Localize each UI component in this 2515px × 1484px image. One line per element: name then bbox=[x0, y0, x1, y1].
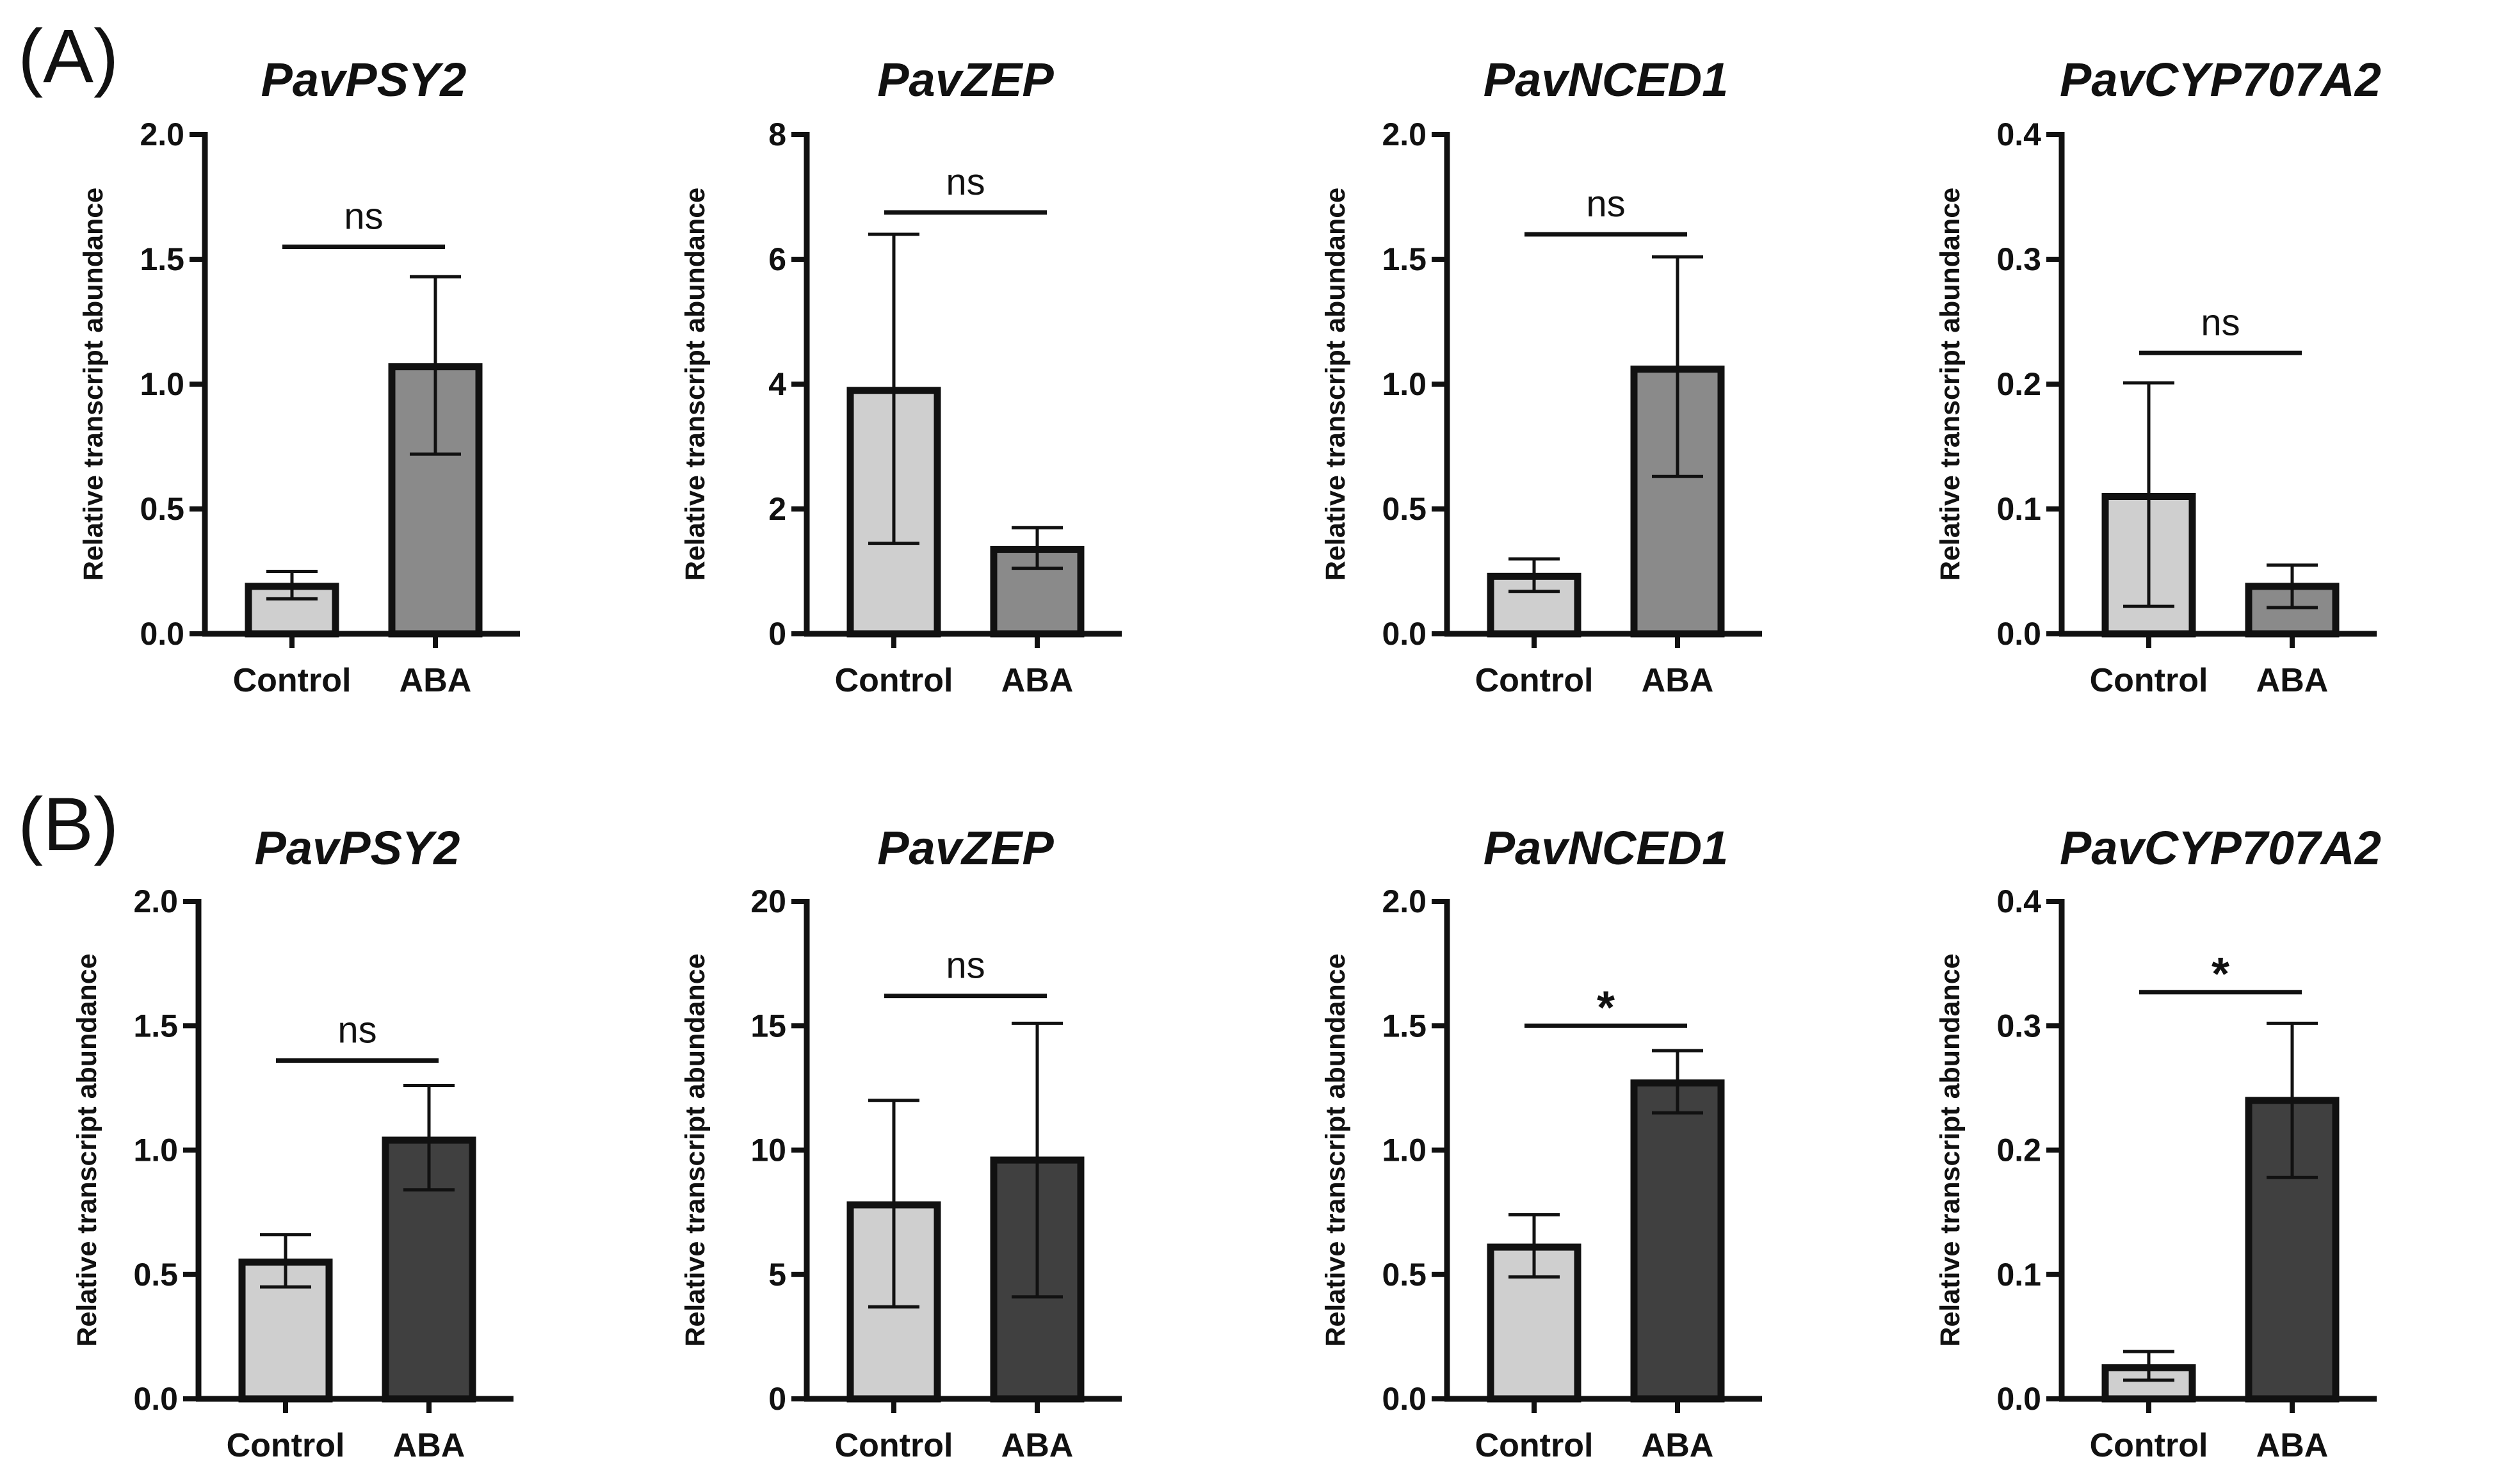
chart-b2-group: PavZEP Relative transcript abundance 0 5 10 1… bbox=[680, 821, 1122, 1464]
chart-a2-y-tick-label: 4 bbox=[768, 366, 786, 402]
chart-b1-group: PavPSY2 Relative transcript abundance 0.0 0… bbox=[72, 821, 514, 1464]
chart-b3-y-tick-label: 1.0 bbox=[1382, 1133, 1427, 1168]
chart-a3-title: PavNCED1 bbox=[1484, 53, 1729, 106]
panel-label-b: (B) bbox=[18, 782, 118, 867]
chart-a1-x-tick-label-aba: ABA bbox=[400, 662, 472, 699]
chart-a4-y-tick-label: 0.2 bbox=[1996, 366, 2041, 402]
chart-a4-y-tick-label: 0.1 bbox=[1996, 491, 2041, 527]
chart-b3-y-tick-label: 0.0 bbox=[1382, 1381, 1427, 1417]
chart-a1-significance-label: ns bbox=[344, 196, 383, 238]
chart-b2-y-tick-label: 5 bbox=[768, 1257, 786, 1293]
chart-a4-y-tick-label: 0.4 bbox=[1996, 117, 2041, 152]
chart-b2-significance-label: ns bbox=[946, 945, 985, 987]
chart-a3-group: PavNCED1 Relative transcript abundance 0.0… bbox=[1320, 53, 1762, 699]
chart-a1-y-tick-label: 0.5 bbox=[140, 491, 184, 527]
charts-layer: PavPSY2 Relative transcript abundance 0.0 0… bbox=[72, 53, 2381, 1464]
chart-a2-y-tick-label: 2 bbox=[768, 491, 786, 527]
chart-b1-y-tick-label: 0.5 bbox=[133, 1257, 178, 1293]
chart-a4-y-tick-label: 0.3 bbox=[1996, 241, 2041, 277]
chart-a1-y-tick-label: 1.0 bbox=[140, 366, 184, 402]
chart-a1-group: PavPSY2 Relative transcript abundance 0.0 0… bbox=[78, 53, 520, 699]
chart-b4-y-tick-label: 0.4 bbox=[1996, 883, 2041, 919]
chart-a2-title: PavZEP bbox=[877, 53, 1054, 106]
chart-a2-group: PavZEP Relative transcript abundance 0 2 4 6 8… bbox=[680, 53, 1122, 699]
chart-b3-x-tick-label-control: Control bbox=[1475, 1427, 1594, 1464]
chart-b2-y-tick-label: 15 bbox=[750, 1008, 786, 1044]
chart-a1-y-tick-label: 2.0 bbox=[140, 117, 184, 152]
chart-b1-y-tick-label: 0.0 bbox=[133, 1381, 178, 1417]
chart-b1-title: PavPSY2 bbox=[255, 821, 460, 875]
chart-b4-y-tick-label: 0.0 bbox=[1996, 1381, 2041, 1417]
chart-b3-x-tick-label-aba: ABA bbox=[1642, 1427, 1714, 1464]
chart-a1-y-tick-label: 1.5 bbox=[140, 241, 184, 277]
chart-a3-significance-label: ns bbox=[1586, 183, 1625, 225]
chart-b1-x-tick-label-control: Control bbox=[227, 1427, 345, 1464]
chart-a2-significance-label: ns bbox=[946, 161, 985, 203]
chart-a1-y-axis-label: Relative transcript abundance bbox=[78, 188, 109, 581]
chart-b1-y-axis-label: Relative transcript abundance bbox=[72, 953, 102, 1346]
chart-b2-x-tick-label-control: Control bbox=[835, 1427, 953, 1464]
chart-a4-x-tick-label-control: Control bbox=[2090, 662, 2208, 699]
chart-b3-y-tick-label: 1.5 bbox=[1382, 1008, 1427, 1044]
chart-b3-y-tick-label: 2.0 bbox=[1382, 883, 1427, 919]
chart-b4-x-tick-label-aba: ABA bbox=[2256, 1427, 2329, 1464]
chart-a1-title: PavPSY2 bbox=[261, 53, 467, 106]
chart-b2-x-tick-label-aba: ABA bbox=[1001, 1427, 1074, 1464]
chart-a2-y-tick-label: 0 bbox=[768, 616, 786, 652]
chart-a3-y-tick-label: 2.0 bbox=[1382, 117, 1427, 152]
panel-label-a: (A) bbox=[18, 14, 118, 99]
chart-a3-x-tick-label-control: Control bbox=[1475, 662, 1594, 699]
chart-b3-group: PavNCED1 Relative transcript abundance 0.0… bbox=[1320, 821, 1762, 1464]
chart-a4-group: PavCYP707A2 Relative transcript abundance… bbox=[1935, 53, 2381, 699]
chart-b4-y-axis-label: Relative transcript abundance bbox=[1935, 953, 1966, 1346]
chart-b2-y-tick-label: 0 bbox=[768, 1381, 786, 1417]
chart-b4-y-tick-label: 0.2 bbox=[1996, 1133, 2041, 1168]
chart-b3-title: PavNCED1 bbox=[1484, 821, 1729, 875]
chart-a3-y-axis-label: Relative transcript abundance bbox=[1320, 188, 1351, 581]
chart-a4-y-axis-label: Relative transcript abundance bbox=[1935, 188, 1966, 581]
chart-a2-x-tick-label-control: Control bbox=[835, 662, 953, 699]
chart-b1-y-tick-label: 1.0 bbox=[133, 1133, 178, 1168]
chart-a4-title: PavCYP707A2 bbox=[2060, 53, 2381, 106]
chart-a3-y-tick-label: 0.0 bbox=[1382, 616, 1427, 652]
chart-a1-y-tick-label: 0.0 bbox=[140, 616, 184, 652]
chart-b1-significance-label: ns bbox=[337, 1010, 376, 1051]
chart-b4-group: PavCYP707A2 Relative transcript abundance… bbox=[1935, 821, 2381, 1464]
chart-b1-x-tick-label-aba: ABA bbox=[393, 1427, 465, 1464]
chart-a3-y-tick-label: 1.0 bbox=[1382, 366, 1427, 402]
chart-a3-y-tick-label: 0.5 bbox=[1382, 491, 1427, 527]
chart-a2-y-axis-label: Relative transcript abundance bbox=[680, 188, 711, 581]
chart-a4-x-tick-label-aba: ABA bbox=[2256, 662, 2329, 699]
chart-a3-y-tick-label: 1.5 bbox=[1382, 241, 1427, 277]
chart-a4-bar-aba bbox=[2245, 583, 2340, 638]
chart-a2-y-tick-label: 6 bbox=[768, 241, 786, 277]
chart-b4-y-tick-label: 0.3 bbox=[1996, 1008, 2041, 1044]
chart-b4-y-tick-label: 0.1 bbox=[1996, 1257, 2041, 1293]
chart-b2-y-tick-label: 10 bbox=[750, 1133, 786, 1168]
chart-b3-y-axis-label: Relative transcript abundance bbox=[1320, 953, 1351, 1346]
chart-a2-y-tick-label: 8 bbox=[768, 117, 786, 152]
chart-b3-significance-label: * bbox=[1597, 982, 1615, 1033]
chart-b3-y-tick-label: 0.5 bbox=[1382, 1257, 1427, 1293]
chart-b1-y-tick-label: 1.5 bbox=[133, 1008, 178, 1044]
chart-a2-x-tick-label-aba: ABA bbox=[1001, 662, 1074, 699]
chart-b2-y-tick-label: 20 bbox=[750, 883, 786, 919]
chart-b4-title: PavCYP707A2 bbox=[2060, 821, 2381, 875]
chart-b3-bar-aba bbox=[1630, 1079, 1725, 1403]
chart-a4-significance-label: ns bbox=[2201, 302, 2240, 343]
chart-a1-x-tick-label-control: Control bbox=[233, 662, 352, 699]
chart-a3-bar-control bbox=[1487, 572, 1581, 638]
chart-b4-x-tick-label-control: Control bbox=[2090, 1427, 2208, 1464]
chart-b4-significance-label: * bbox=[2212, 949, 2229, 1000]
chart-b2-y-axis-label: Relative transcript abundance bbox=[680, 953, 711, 1346]
chart-a4-y-tick-label: 0.0 bbox=[1996, 616, 2041, 652]
chart-a3-x-tick-label-aba: ABA bbox=[1642, 662, 1714, 699]
chart-b2-title: PavZEP bbox=[877, 821, 1054, 875]
chart-b1-y-tick-label: 2.0 bbox=[133, 883, 178, 919]
